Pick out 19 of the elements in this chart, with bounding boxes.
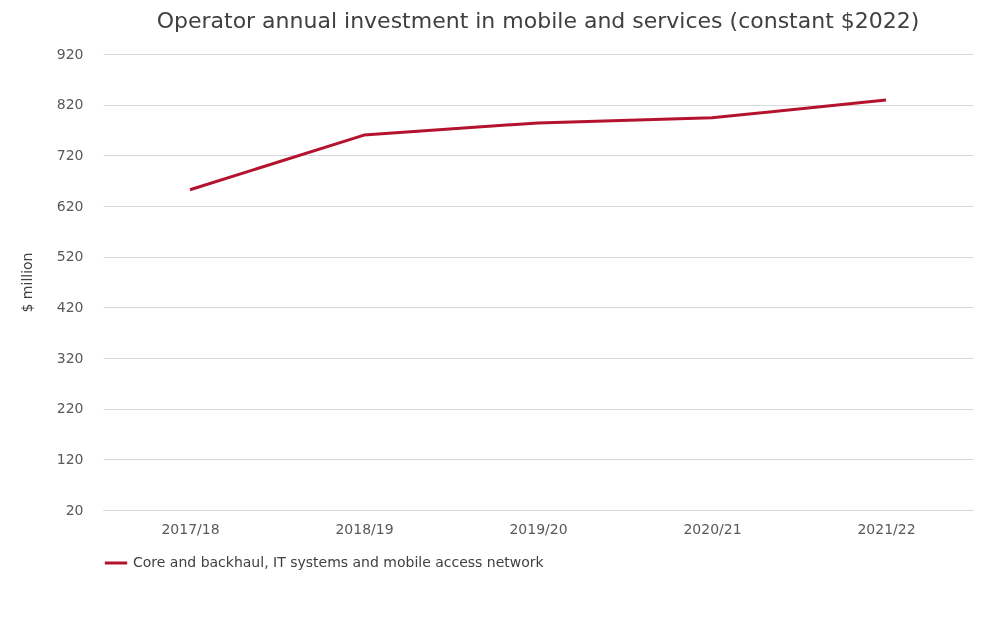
y-tick-label: 720 — [56, 146, 84, 163]
y-tick-label: 820 — [56, 96, 84, 113]
y-tick-label: 20 — [65, 501, 84, 518]
legend-label: Core and backhaul, IT systems and mobile access network — [133, 554, 545, 570]
y-tick-label: 520 — [56, 248, 84, 265]
x-tick-label: 2020/21 — [683, 520, 742, 537]
y-tick-label: 220 — [56, 400, 84, 417]
y-tick-label: 320 — [56, 349, 84, 366]
y-tick-label: 420 — [56, 298, 84, 315]
x-tick-label: 2017/18 — [161, 520, 220, 537]
x-tick-label: 2018/19 — [335, 520, 394, 537]
chart-title: Operator annual investment in mobile and services (constant $2022) — [156, 8, 920, 33]
x-tick-label: 2021/22 — [857, 520, 916, 537]
line-series — [188, 98, 888, 192]
y-tick-label: 120 — [56, 450, 84, 467]
y-tick-label: 620 — [56, 197, 84, 214]
y-tick-label: 920 — [56, 45, 84, 62]
x-tick-label: 2019/20 — [509, 520, 568, 537]
y-axis-title: $ million — [18, 252, 35, 313]
